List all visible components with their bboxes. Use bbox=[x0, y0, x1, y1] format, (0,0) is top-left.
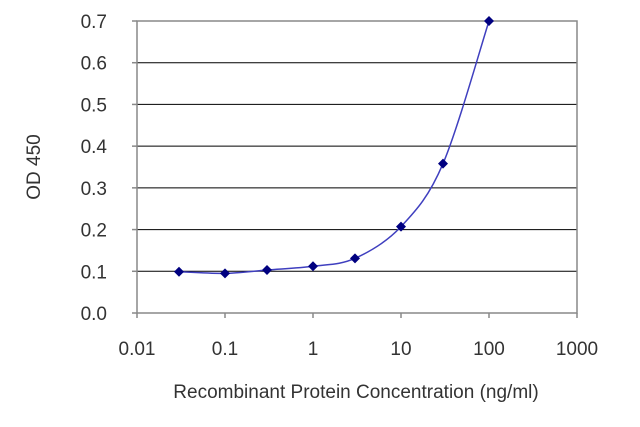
series-line bbox=[178, 20, 490, 275]
y-tick-label: 0.0 bbox=[81, 304, 107, 325]
data-point-marker bbox=[349, 253, 360, 264]
x-tick-label: 0.01 bbox=[119, 339, 156, 360]
x-tick-label: 0.1 bbox=[212, 339, 238, 360]
x-axis: 0.01 0.1 1 10 100 1000 bbox=[119, 313, 598, 360]
data-point-marker bbox=[396, 221, 406, 232]
plot-area bbox=[136, 20, 578, 314]
data-point-marker bbox=[261, 265, 272, 276]
y-tick-label: 0.6 bbox=[81, 54, 107, 75]
data-point-marker bbox=[484, 16, 494, 26]
x-tick-label: 1 bbox=[308, 339, 319, 360]
x-axis-title: Recombinant Protein Concentration (ng/ml… bbox=[173, 382, 538, 403]
x-tick-label: 100 bbox=[473, 339, 505, 360]
y-tick-label: 0.3 bbox=[81, 179, 107, 200]
data-point-marker bbox=[173, 266, 184, 277]
y-tick-label: 0.4 bbox=[81, 137, 108, 158]
x-tick-label: 10 bbox=[390, 339, 411, 360]
y-tick-label: 0.2 bbox=[81, 221, 107, 242]
series bbox=[173, 16, 494, 279]
y-axis-title: OD 450 bbox=[24, 134, 45, 199]
data-point-marker bbox=[437, 158, 448, 169]
y-axis: 0.0 0.1 0.2 0.3 0.4 0.5 0.6 0.7 bbox=[81, 12, 137, 325]
data-point-marker bbox=[220, 268, 230, 279]
y-tick-label: 0.1 bbox=[81, 262, 107, 283]
y-tick-label: 0.5 bbox=[81, 95, 107, 116]
gridlines bbox=[137, 62, 577, 272]
x-tick-label: 1000 bbox=[556, 339, 598, 360]
y-tick-label: 0.7 bbox=[81, 12, 107, 33]
data-point-marker bbox=[308, 261, 318, 272]
